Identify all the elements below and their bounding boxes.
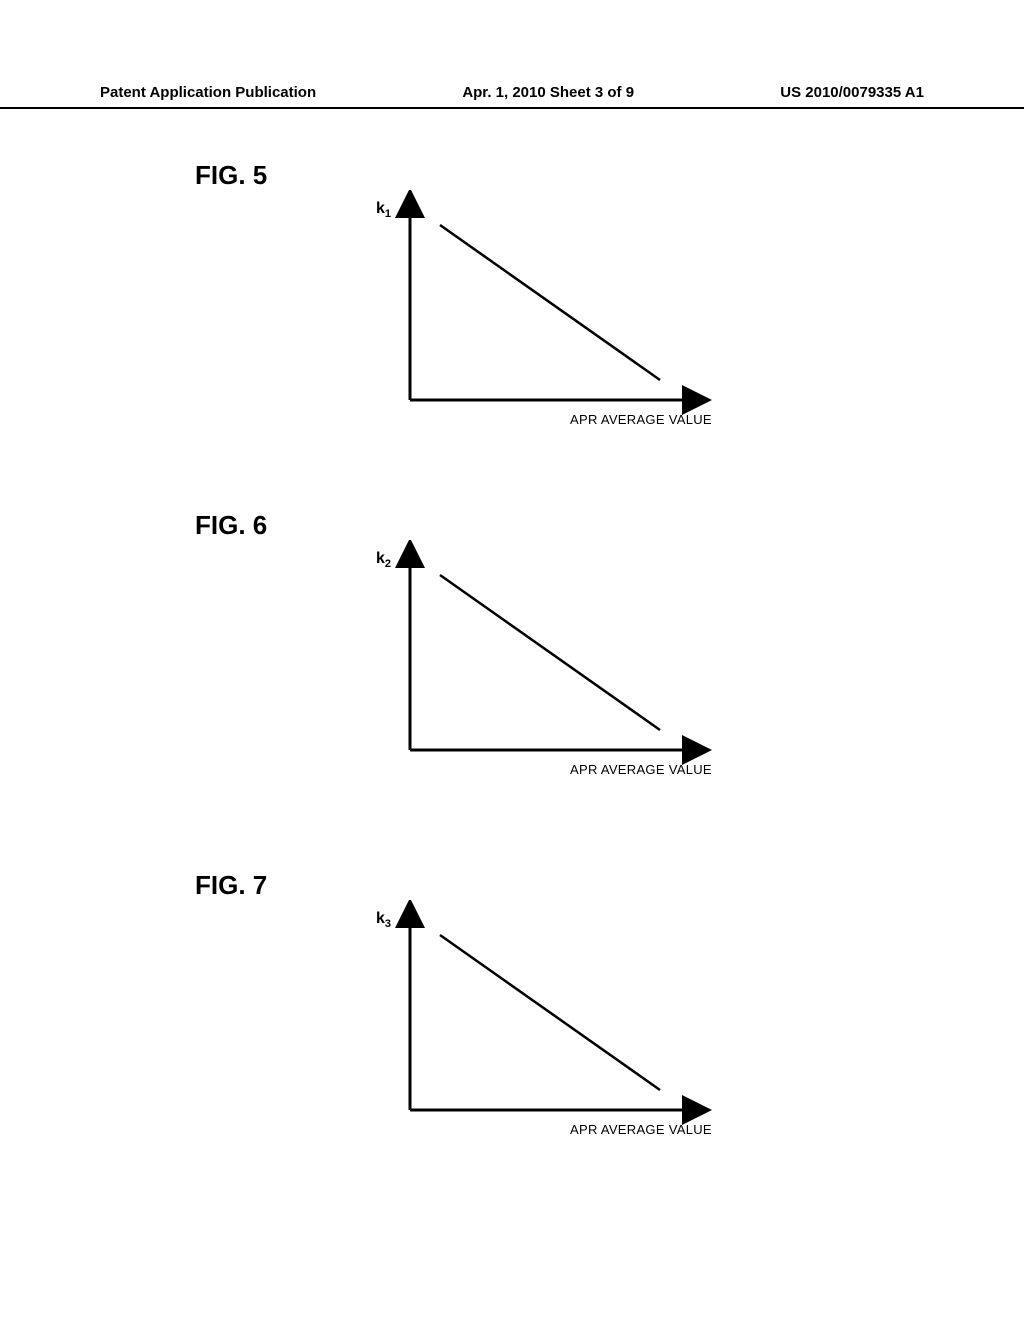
figure-7-ylabel: k3 (376, 910, 391, 930)
figure-6-xlabel: APR AVERAGE VALUE (570, 762, 712, 777)
page-header: Patent Application Publication Apr. 1, 2… (0, 84, 1024, 109)
page: Patent Application Publication Apr. 1, 2… (0, 0, 1024, 1320)
figure-5-title: FIG. 5 (195, 160, 267, 191)
figure-5-chart: k1 APR AVERAGE VALUE (380, 190, 740, 430)
figure-6-ylabel: k2 (376, 550, 391, 570)
figure-5-ylabel: k1 (376, 200, 391, 220)
figure-5-svg (380, 190, 740, 430)
figure-7-svg (380, 900, 740, 1140)
figure-5-xlabel: APR AVERAGE VALUE (570, 412, 712, 427)
header-left: Patent Application Publication (100, 84, 316, 101)
figure-7-xlabel: APR AVERAGE VALUE (570, 1122, 712, 1137)
figure-6-title: FIG. 6 (195, 510, 267, 541)
figure-7-title: FIG. 7 (195, 870, 267, 901)
figure-6-chart: k2 APR AVERAGE VALUE (380, 540, 740, 780)
header-mid: Apr. 1, 2010 Sheet 3 of 9 (462, 84, 634, 101)
header-right: US 2010/0079335 A1 (780, 84, 924, 101)
figure-7-chart: k3 APR AVERAGE VALUE (380, 900, 740, 1140)
figure-6-svg (380, 540, 740, 780)
